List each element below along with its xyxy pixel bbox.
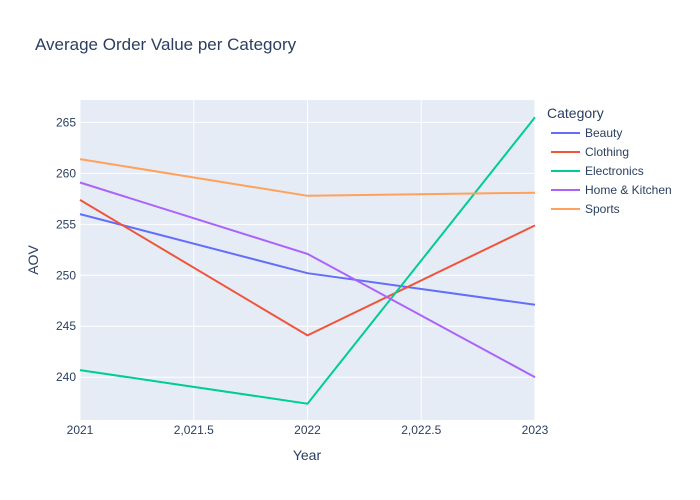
- y-axis-title: AOV: [25, 245, 41, 275]
- y-tick-label: 265: [56, 115, 76, 129]
- legend-title: Category: [547, 105, 604, 121]
- legend-label: Home & Kitchen: [585, 183, 672, 197]
- series-line-home-kitchen: [79, 181, 536, 379]
- series-line-beauty: [79, 213, 536, 306]
- y-tick-label: 250: [56, 268, 76, 282]
- legend-item[interactable]: Beauty: [551, 126, 622, 140]
- x-axis-ticks: 2021 2,021.5 2022 2,022.5 2023: [67, 423, 549, 437]
- x-tick-label: 2022: [294, 423, 321, 437]
- x-tick-label: 2,022.5: [401, 423, 441, 437]
- series-line-electronics: [79, 116, 536, 405]
- x-tick-label: 2023: [522, 423, 549, 437]
- legend-label: Electronics: [585, 164, 644, 178]
- legend[interactable]: Beauty Clothing Electronics Home & Kitchen S…: [551, 126, 672, 216]
- y-tick-label: 255: [56, 217, 76, 231]
- y-tick-label: 245: [56, 319, 76, 333]
- legend-item[interactable]: Electronics: [551, 164, 644, 178]
- chart-title: Average Order Value per Category: [35, 35, 297, 54]
- series-line-clothing: [79, 199, 536, 337]
- grid-lines: [79, 100, 536, 420]
- legend-label: Clothing: [585, 145, 629, 159]
- y-tick-label: 240: [56, 370, 76, 384]
- x-tick-label: 2021: [67, 423, 94, 437]
- legend-label: Sports: [585, 202, 620, 216]
- legend-item[interactable]: Clothing: [551, 145, 629, 159]
- legend-item[interactable]: Home & Kitchen: [551, 183, 672, 197]
- x-axis-title: Year: [293, 447, 322, 463]
- y-axis-ticks: 240 245 250 255 260 265: [56, 115, 76, 384]
- legend-label: Beauty: [585, 126, 622, 140]
- series-line-sports: [79, 158, 536, 197]
- y-tick-label: 260: [56, 166, 76, 180]
- series-lines: [79, 116, 536, 405]
- x-tick-label: 2,021.5: [174, 423, 214, 437]
- legend-item[interactable]: Sports: [551, 202, 620, 216]
